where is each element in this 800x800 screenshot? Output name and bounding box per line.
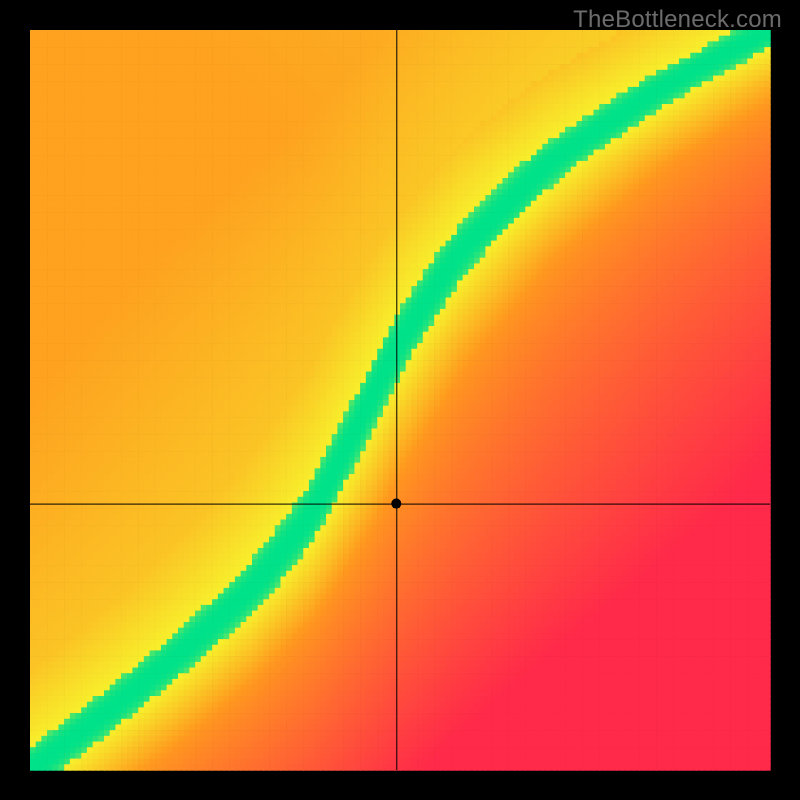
watermark-text: TheBottleneck.com (573, 6, 782, 34)
bottleneck-heatmap-canvas (0, 0, 800, 800)
bottleneck-chart-container: { "watermark": "TheBottleneck.com", "cha… (0, 0, 800, 800)
